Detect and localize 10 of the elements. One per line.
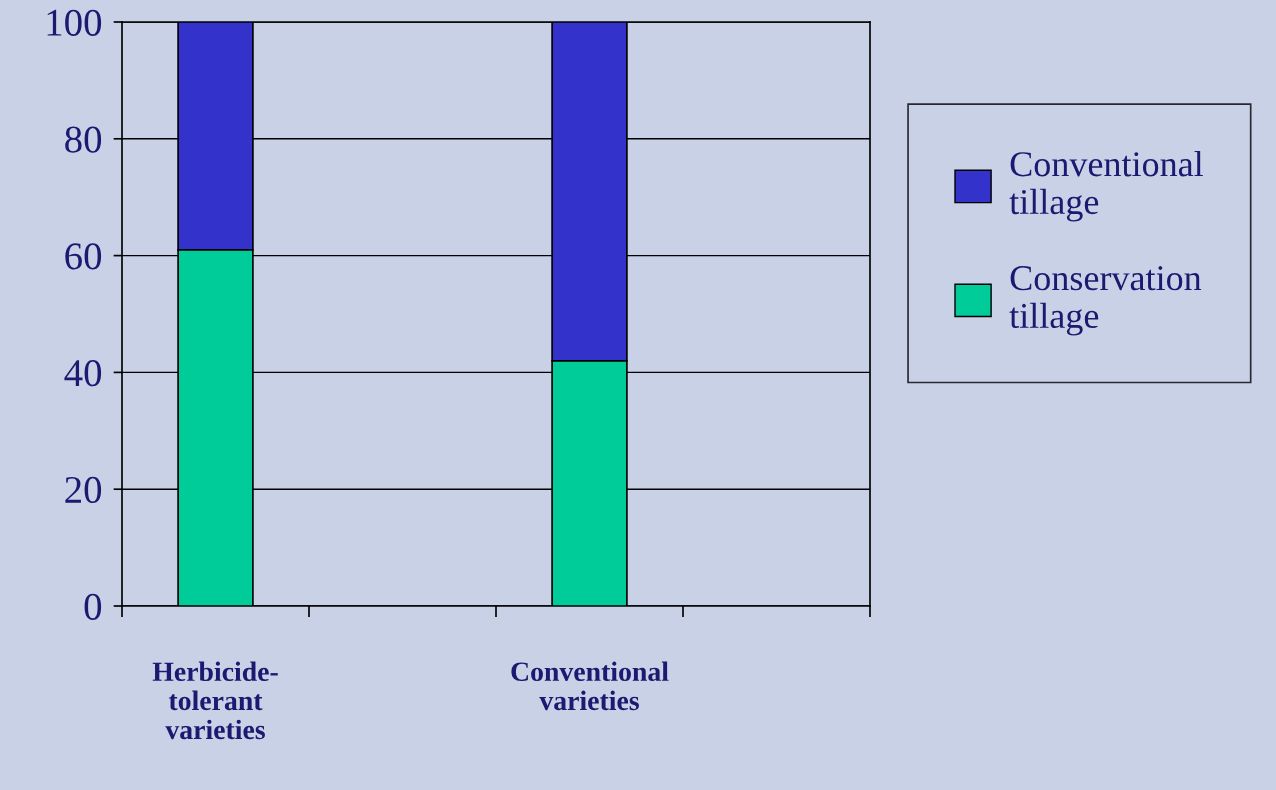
x-tick-label: Herbicide- tolerant varieties	[152, 661, 278, 740]
y-tick-label: 40	[64, 360, 102, 387]
legend-label: Conventional tillage	[1009, 151, 1204, 222]
y-tick-label: 100	[47, 9, 102, 36]
y-tick-label: 60	[65, 243, 102, 270]
legend-label: Conservation tillage	[1009, 266, 1202, 336]
y-tick-label: 0	[84, 593, 102, 620]
x-tick-label: Conventional varieties	[511, 661, 669, 711]
y-tick-label: 80	[65, 126, 102, 153]
y-tick-label: 20	[65, 476, 102, 504]
